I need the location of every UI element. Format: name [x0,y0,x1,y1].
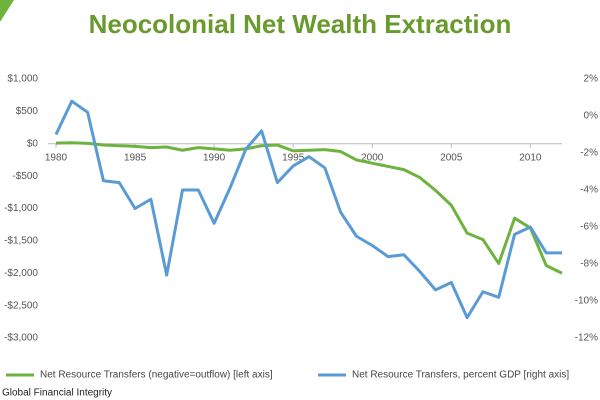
y2-tick-label: -8% [580,259,598,270]
series-line [54,99,562,320]
y2-tick-label: 0% [584,111,599,122]
chart-title: Neocolonial Net Wealth Extraction [89,9,512,39]
y2-tick-label: 2% [584,74,599,85]
legend-label: Net Resource Transfers (negative=outflow… [40,370,273,381]
x-tick-label: 1990 [203,152,226,163]
y-tick-label: $500 [16,106,39,117]
y2-tick-label: -10% [575,296,598,307]
source: Global Financial Integrity [2,388,112,399]
y-tick-label: -$500 [12,171,38,182]
y-tick-label: $1,000 [7,74,38,85]
y-tick-label: -$1,500 [4,236,38,247]
series-line [55,141,563,275]
y-tick-label: -$3,000 [4,333,38,344]
x-tick-label: 2005 [440,152,463,163]
y2-tick-label: -2% [580,148,598,159]
y-tick-label: -$2,000 [4,268,38,279]
legend-label: Net Resource Transfers, percent GDP [rig… [352,370,569,381]
y-tick-label: -$1,000 [4,203,38,214]
x-tick-label: 1985 [124,152,147,163]
x-tick-label: 2000 [361,152,384,163]
corner-decoration [0,0,14,22]
x-tick-label: 1980 [45,152,68,163]
y2-tick-label: -12% [575,333,598,344]
x-tick-label: 2010 [519,152,542,163]
y2-tick-label: -6% [580,222,598,233]
x-tick-label: 1995 [282,152,305,163]
y-tick-label: -$2,500 [4,300,38,311]
y2-tick-label: -4% [580,185,598,196]
y-tick-label: $0 [27,138,39,149]
